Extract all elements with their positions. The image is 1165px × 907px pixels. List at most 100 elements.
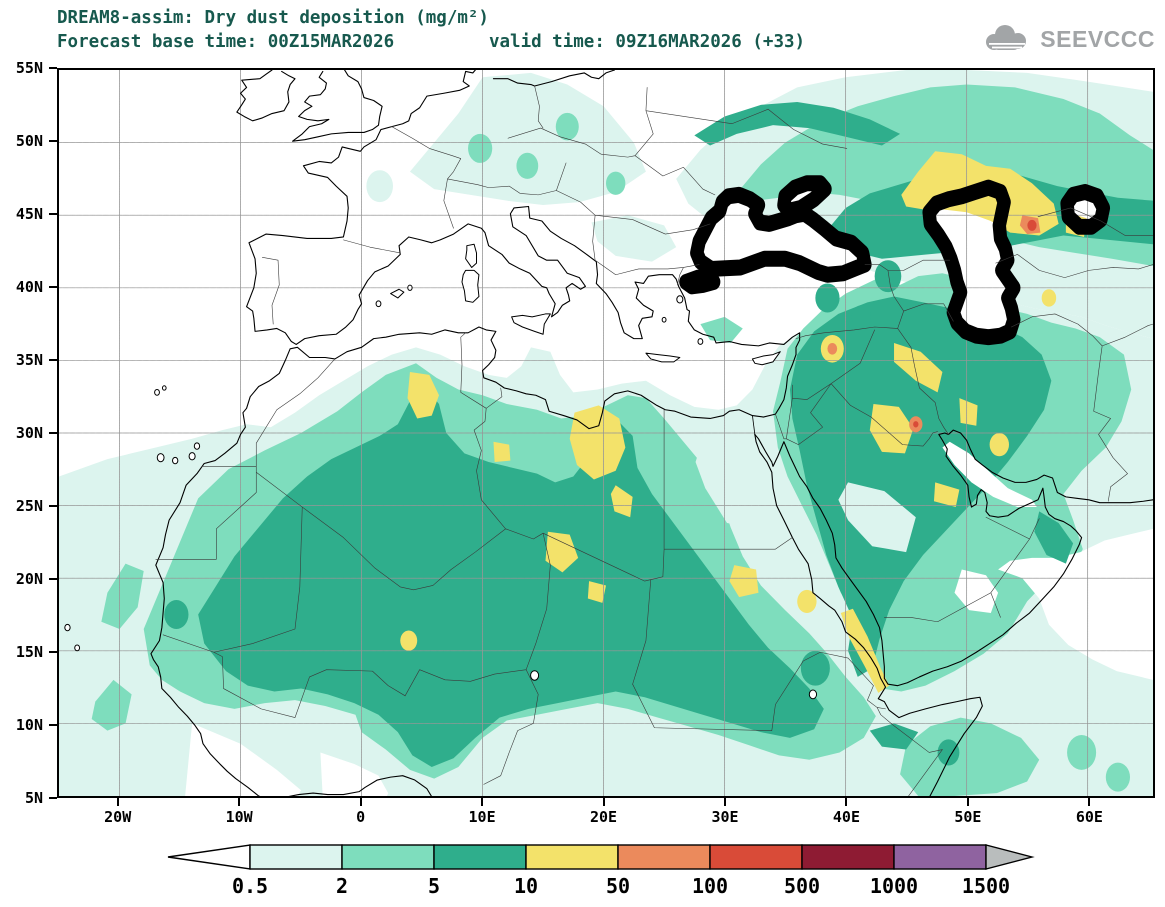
dust-europe-spot-2 (516, 152, 539, 179)
dust-ethiopia-spot (869, 723, 919, 750)
dust-france-spot (366, 170, 394, 203)
island-sardinia (462, 270, 479, 302)
seevccc-logo: SEEVCCC (980, 22, 1155, 56)
lon-tick-mark (481, 798, 484, 806)
coastline-arabia (755, 430, 1153, 686)
lat-label: 35N (15, 351, 43, 369)
island-sicily (512, 314, 551, 334)
island-chios (662, 317, 666, 322)
coastline-ireland (237, 70, 295, 121)
hotspot-gulf-coast (933, 482, 960, 508)
island-corsica (466, 244, 477, 267)
lat-label: 30N (15, 424, 43, 442)
dust-oman-coast-band (1034, 511, 1074, 564)
lat-label: 55N (15, 59, 43, 77)
persian-gulf-white (942, 441, 1037, 508)
island-ibiza (376, 301, 381, 307)
dust-europe-spot-4 (606, 171, 626, 195)
dust-east-turkey-spot (815, 283, 840, 313)
lon-label: 50E (954, 808, 982, 826)
borders-north-central-africa (405, 333, 792, 785)
legend-band-0.5 (249, 844, 343, 870)
island-cyprus (752, 352, 780, 365)
suez-canal (752, 416, 754, 435)
lat-tick-mark (49, 213, 57, 215)
colorbar (167, 844, 1035, 870)
hotspot-north-saudi (869, 403, 914, 454)
coastline-europe (247, 70, 800, 417)
island-capeverde-2 (75, 645, 80, 651)
nejd-pale-patch (838, 482, 916, 553)
island-canary-2 (173, 457, 178, 463)
dust-arabian-sea-spot-2 (1105, 762, 1131, 792)
legend-arrow-above (985, 844, 1035, 870)
dust-anatolia-spot (851, 305, 872, 329)
lon-tick-mark (966, 798, 969, 806)
borders-northwest-africa (156, 359, 506, 718)
logo-text: SEEVCCC (1040, 25, 1155, 52)
hotspot-sudan-east (797, 589, 817, 614)
dust-atlantic-finger-1 (101, 563, 144, 630)
lake-chad (531, 671, 539, 681)
island-mallorca (391, 289, 404, 298)
cloud-icon (986, 25, 1027, 50)
lat-tick-mark (49, 724, 57, 726)
dust-atlantic-finger-2 (91, 679, 132, 731)
lon-tick-mark (116, 798, 119, 806)
hotspot-chad-north (545, 531, 579, 573)
borders-horn-of-africa (633, 652, 943, 796)
lat-tick-mark (49, 67, 57, 69)
dust-layer-5-10 (164, 101, 1153, 767)
legend-band-100 (709, 844, 803, 870)
hotspot-niger (400, 630, 418, 651)
lat-label: 50N (15, 132, 43, 150)
lat-label: 15N (15, 643, 43, 661)
dust-wafrica-coast-spot (164, 599, 189, 630)
guinea-coast-white (185, 723, 302, 796)
lat-label: 45N (15, 205, 43, 223)
lat-tick-mark (49, 578, 57, 580)
lat-label: 20N (15, 570, 43, 588)
island-menorca (408, 285, 412, 290)
lon-tick-mark (602, 798, 605, 806)
border-layer (156, 86, 1153, 796)
hotspot-kazakh-red (1027, 219, 1037, 231)
hotspot-algeria (407, 372, 439, 419)
island-canary-3 (189, 453, 195, 460)
lon-label: 20E (589, 808, 618, 826)
dust-ukraine-arc (694, 101, 901, 146)
dust-arabian-sea-spot-1 (1067, 735, 1097, 770)
legend-arrow-below (167, 844, 251, 870)
dust-eritrea-spot (800, 650, 830, 686)
lon-label: 10W (225, 808, 253, 826)
ghana-coast-white (320, 752, 389, 796)
island-crete (646, 353, 680, 362)
lat-tick-mark (49, 432, 57, 434)
lon-label: 30E (711, 808, 739, 826)
lat-label: 40N (15, 278, 43, 296)
dust-balkans-halo (591, 215, 677, 262)
lon-tick-mark (359, 798, 362, 806)
lake-tana (809, 690, 816, 699)
legend-band-1000 (893, 844, 987, 870)
lon-label: 60E (1075, 808, 1103, 826)
hotspot-iran-south (989, 432, 1009, 457)
coastline-baltic (493, 70, 614, 86)
coastline-africa-west (151, 327, 752, 796)
dust-mesopotamia-core (789, 296, 1052, 677)
hotspot-sudan (729, 565, 759, 598)
borders-europe (262, 86, 847, 324)
lat-tick-mark (49, 651, 57, 653)
borders-middle-east (775, 327, 1039, 622)
page-title: DREAM8-assim: Dry dust deposition (mg/m²… (57, 8, 489, 28)
coastline-britain (293, 70, 383, 141)
dust-europe-spot-1 (468, 133, 493, 163)
map-frame (57, 68, 1155, 798)
island-madeira-2 (162, 386, 166, 390)
dust-central-europe-halo (409, 72, 646, 206)
islands-layer (65, 244, 817, 698)
coastline-marmara (686, 278, 714, 287)
dust-somalia-band (900, 717, 1040, 796)
lon-label: 10E (468, 808, 496, 826)
